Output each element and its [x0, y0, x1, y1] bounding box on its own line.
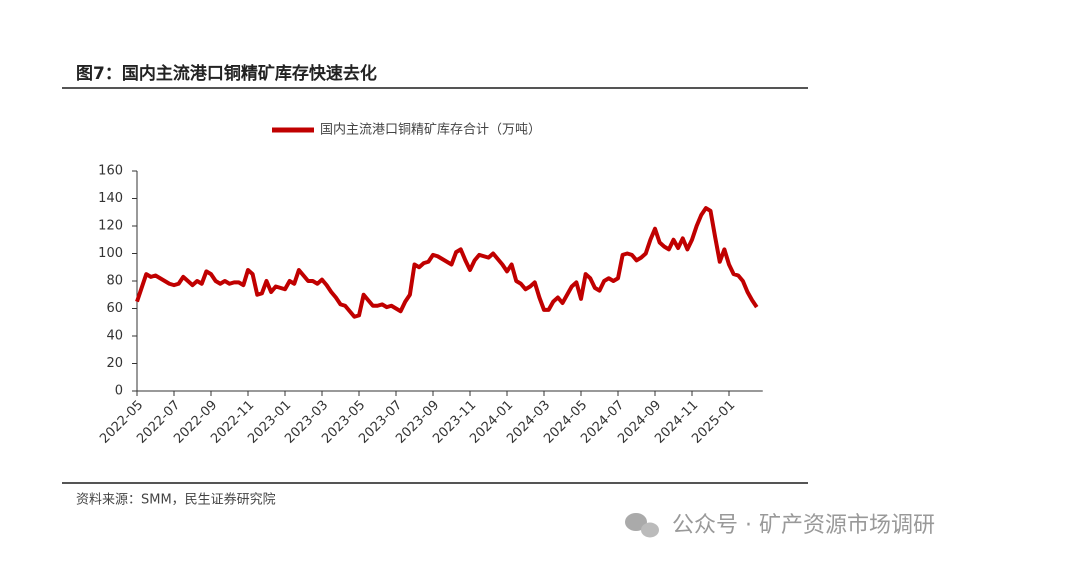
legend-label: 国内主流港口铜精矿库存合计（万吨）	[320, 122, 541, 138]
y-tick-label: 20	[106, 356, 123, 371]
source: 资料来源：SMM，民生证券研究院	[76, 492, 276, 508]
watermark: 公众号 · 矿产资源市场调研	[672, 513, 935, 538]
y-tick-label: 80	[106, 274, 123, 289]
y-tick-label: 120	[98, 219, 123, 234]
watermark-icon	[625, 513, 659, 538]
y-tick-label: 0	[115, 384, 123, 399]
chart-title: 图7：国内主流港口铜精矿库存快速去化	[76, 63, 377, 84]
y-tick-label: 40	[106, 329, 123, 344]
y-tick-label: 100	[98, 246, 123, 261]
y-tick-label: 140	[98, 191, 123, 206]
y-tick-label: 160	[98, 164, 123, 179]
series-line	[135, 206, 759, 319]
y-tick-label: 60	[106, 301, 123, 316]
